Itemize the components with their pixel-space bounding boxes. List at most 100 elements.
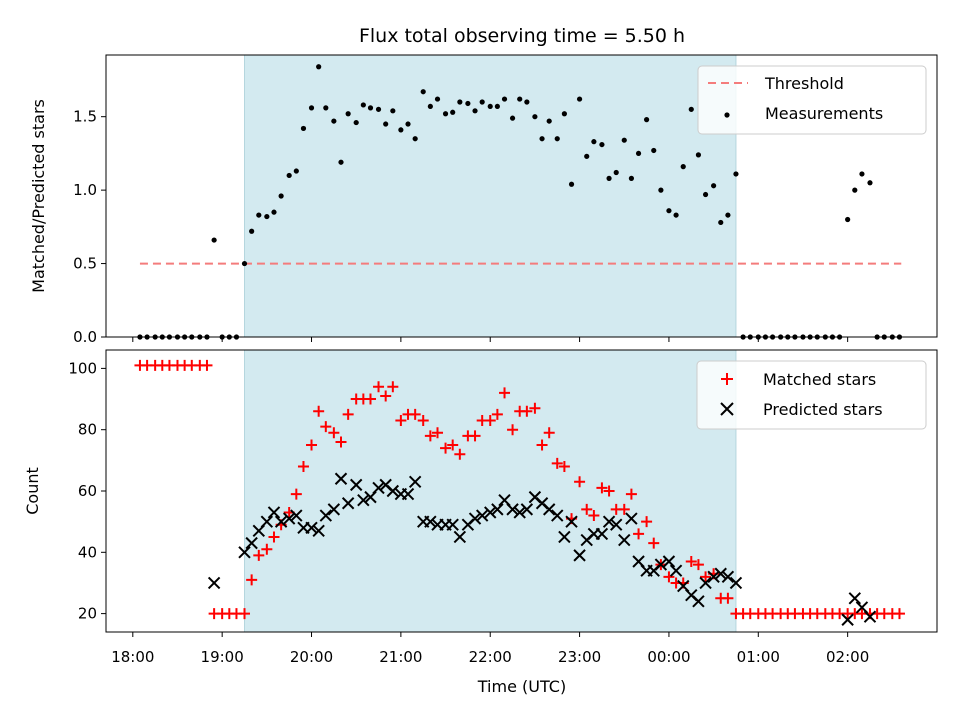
matched-star-point [239,608,250,620]
measurement-point [554,136,560,142]
measurement-point [718,219,724,226]
matched-star-point [432,427,444,439]
matched-star-point [320,421,332,433]
matched-star-point [201,359,213,371]
predicted-star-point [491,503,504,516]
ratio-y-tick-label: 1.5 [73,108,97,126]
predicted-star-point [729,576,743,590]
matched-star-point [685,556,697,567]
matched-star-point [440,442,452,454]
matched-star-point [596,482,608,494]
x-tick-label: 01:00 [737,648,780,666]
measurement-point [300,125,307,132]
matched-star-point [409,408,421,420]
matched-star-point [491,408,503,420]
predicted-star-point [238,546,251,559]
predicted-star-point [446,518,459,531]
matched-star-point [417,415,429,426]
ratio-panel-frame [105,54,938,338]
measurement-point [509,115,516,121]
predicted-star-point [357,493,370,507]
x-tick-label: 18:00 [111,648,154,666]
predicted-star-point [551,509,564,522]
predicted-star-point [595,527,609,541]
matched-star-point [342,408,354,420]
matched-star-point [387,381,399,393]
matched-star-point [618,503,630,515]
matched-star-point [454,448,466,460]
predicted-star-point [565,515,578,528]
measurement-point [353,119,359,126]
threshold-legend-label: Threshold [764,74,844,93]
count-legend: Matched stars Predicted stars [696,360,927,430]
matched-star-point [543,427,555,439]
measurement-point [331,118,337,124]
matched-star-point [633,528,645,540]
measurement-point [599,141,605,148]
matched-star-point [424,430,436,442]
matched-star-point [581,503,593,515]
predicted-star-point [542,503,556,516]
predicted-star-point [863,610,877,623]
predicted-star-point [618,533,631,547]
measurements-legend-label: Measurements [765,104,883,123]
measurement-point [286,172,292,179]
matched-star-point [373,381,385,393]
matched-star-point [364,393,376,405]
predicted-star-point [267,506,281,519]
measurement-point [278,193,284,199]
matched-star-point [268,531,280,543]
ratio-x-ticks [132,337,849,342]
measurement-point [688,106,694,112]
matched-star-point [246,574,258,586]
measurement-point [345,111,351,117]
matched-star-point [261,543,273,555]
ratio-y-axis-label: Matched/Predicted stars [29,99,48,293]
measurement-point [420,89,426,95]
measurement-point [651,147,657,154]
matched-star-point [313,405,325,417]
predicted-star-point [245,536,258,550]
count-panel-frame [105,349,938,633]
measurement-point [308,105,315,111]
measurement-point [845,216,851,223]
measurement-point [405,121,411,127]
measurement-point [613,169,619,176]
measurement-point [375,106,382,112]
predicted-star-point [341,497,355,510]
matched-star-point [663,571,675,583]
count-y-tick-label: 80 [78,421,97,439]
ratio-legend: Threshold Measurements [697,65,927,135]
measurements-legend-swatch [724,112,730,118]
predicted-star-point [520,503,534,516]
ratio-y-tick-label: 0.0 [73,328,97,346]
measurement-point [673,212,679,218]
predicted-star-point [274,515,288,528]
matched-star-point [536,439,548,451]
matched-star-point [507,424,519,436]
matched-star-point [290,488,302,500]
predicted-star-point [372,481,385,495]
measurement-point [591,139,597,145]
matched-star-point [328,427,340,439]
predicted-legend-label: Predicted stars [763,400,883,419]
predicted-star-point [349,478,363,492]
x-tick-label: 20:00 [290,648,333,666]
predicted-star-point [386,484,400,498]
matched-star-point [641,516,653,528]
measurement-point [621,137,627,143]
measurement-point [628,175,635,181]
matched-star-point [306,439,318,451]
measurement-point [316,64,322,70]
count-y-tick-label: 100 [68,359,97,377]
measurement-point [584,153,590,159]
measurement-point [465,100,471,107]
matched-star-point [603,485,615,497]
measurement-point [271,209,277,215]
x-tick-label: 19:00 [201,648,244,666]
measurement-point [494,103,500,110]
ratio-y-tick-label: 1.0 [73,181,97,199]
matched-star-point [529,402,541,414]
predicted-stars-points [207,472,877,626]
